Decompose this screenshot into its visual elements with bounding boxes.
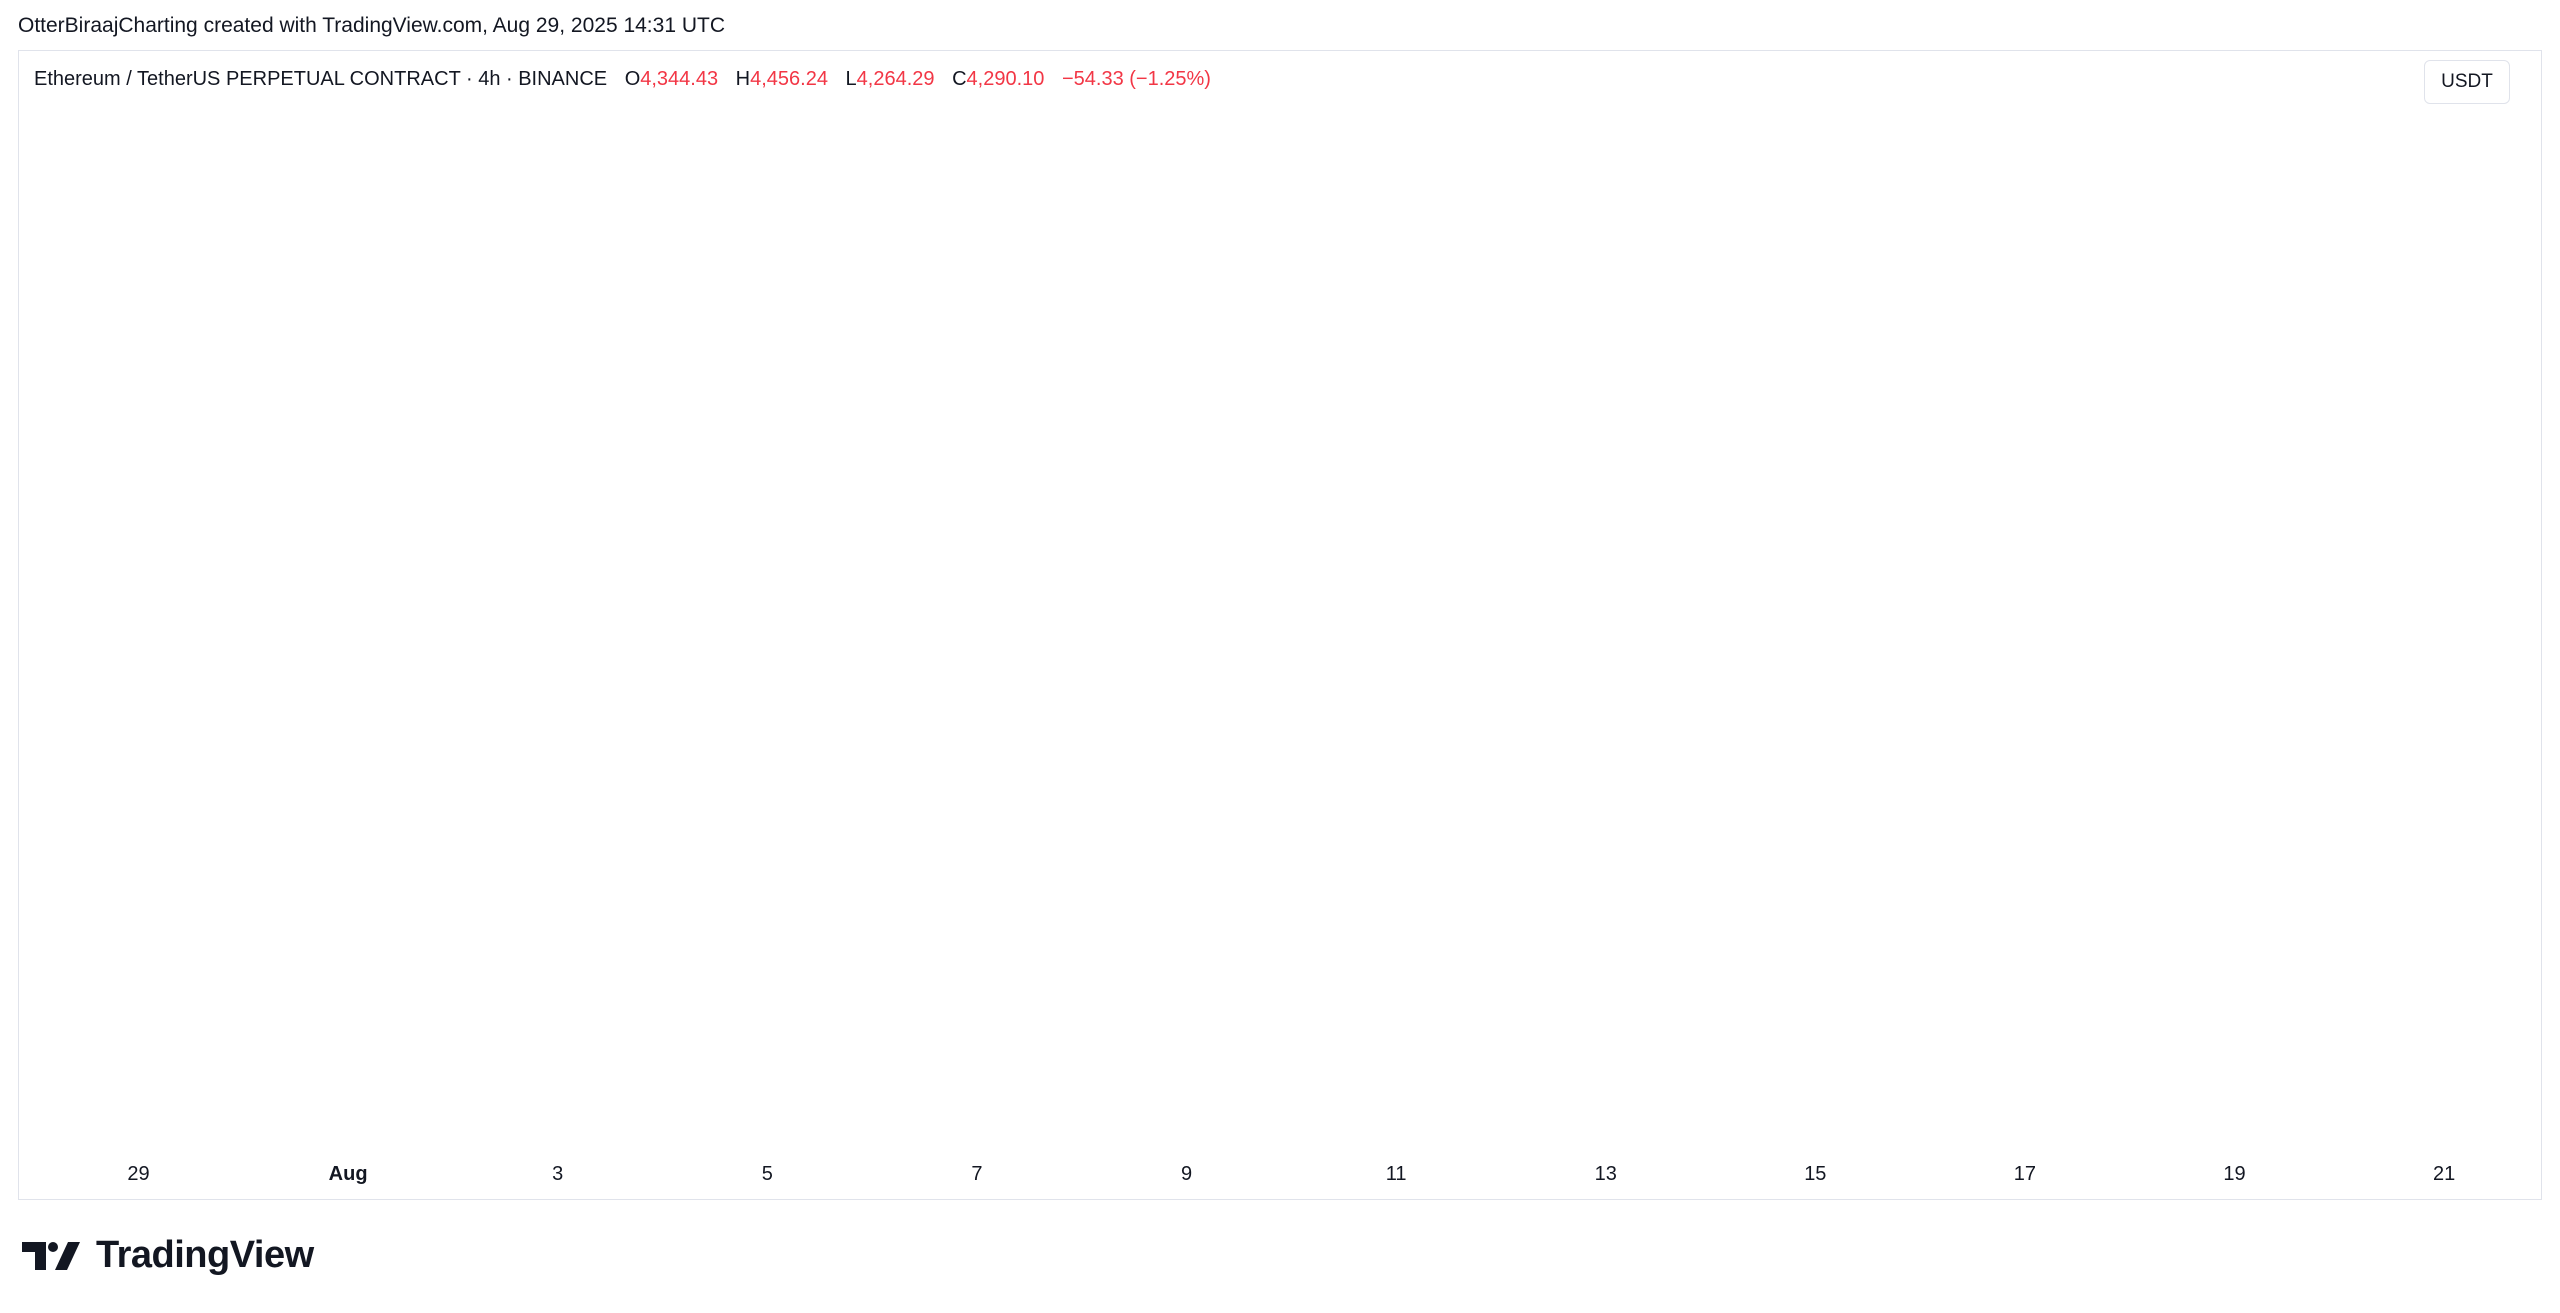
high-value: 4,456.24 (750, 68, 828, 90)
axes-layer: 5,000.004,662.254,350.004,290.1001:28:15… (127, 1163, 2455, 1185)
x-tick-label: 11 (1386, 1163, 1407, 1185)
x-tick-label: 5 (762, 1163, 773, 1185)
low-label: L (845, 68, 857, 90)
x-tick-label: 29 (127, 1163, 149, 1185)
close-value: 4,290.10 (966, 68, 1045, 90)
open-value: 4,344.43 (640, 68, 719, 90)
tradingview-wordmark: TradingView (96, 1234, 314, 1276)
x-tick-label: 7 (971, 1163, 982, 1185)
chart-credit-header: OtterBiraajCharting created with Trading… (18, 14, 725, 37)
x-tick-label: 19 (2223, 1163, 2245, 1185)
x-tick-label: 21 (2433, 1163, 2455, 1185)
tradingview-brand[interactable]: TradingView (22, 1234, 314, 1277)
tradingview-logo-icon (22, 1241, 80, 1270)
close-label: C (952, 68, 967, 90)
symbol-legend: Ethereum / TetherUS PERPETUAL CONTRACT ·… (34, 68, 1211, 91)
x-tick-label: 15 (1804, 1163, 1826, 1185)
low-value: 4,264.29 (856, 68, 935, 90)
high-label: H (735, 68, 751, 90)
x-tick-label: 17 (2014, 1163, 2036, 1185)
open-label: O (624, 68, 641, 90)
x-tick-label: 3 (552, 1163, 563, 1185)
currency-button[interactable]: USDT (2424, 60, 2510, 104)
x-tick-label: 13 (1595, 1163, 1617, 1185)
chart-frame (18, 50, 2542, 1200)
change-value: −54.33 (−1.25%) (1061, 68, 1211, 90)
x-tick-label: Aug (329, 1163, 368, 1185)
symbol-name: Ethereum / TetherUS PERPETUAL CONTRACT ·… (34, 68, 608, 90)
x-tick-label: 9 (1181, 1163, 1192, 1185)
